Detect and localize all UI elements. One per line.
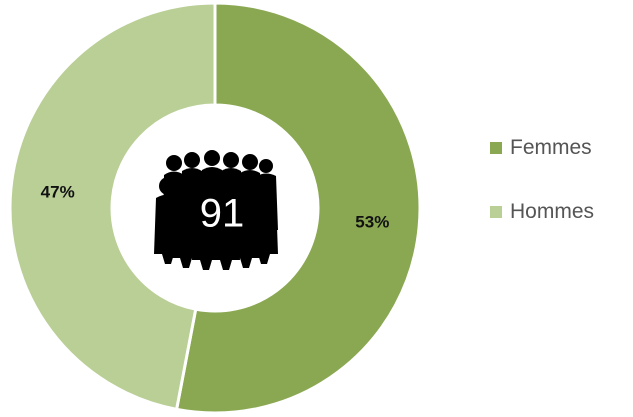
legend-item-hommes: Hommes [490, 195, 594, 229]
legend-swatch-femmes [490, 142, 502, 154]
data-label-femmes: 53% [355, 212, 389, 231]
center-value: 91 [200, 192, 245, 236]
legend: Femmes Hommes [490, 131, 594, 259]
legend-swatch-hommes [490, 206, 502, 218]
legend-item-femmes: Femmes [490, 131, 594, 165]
data-labels: 53% 47% [41, 183, 390, 232]
people-group-silhouette-icon [154, 150, 278, 270]
data-label-hommes: 47% [41, 183, 75, 202]
legend-label-femmes: Femmes [510, 136, 592, 159]
legend-label-hommes: Hommes [510, 200, 595, 223]
